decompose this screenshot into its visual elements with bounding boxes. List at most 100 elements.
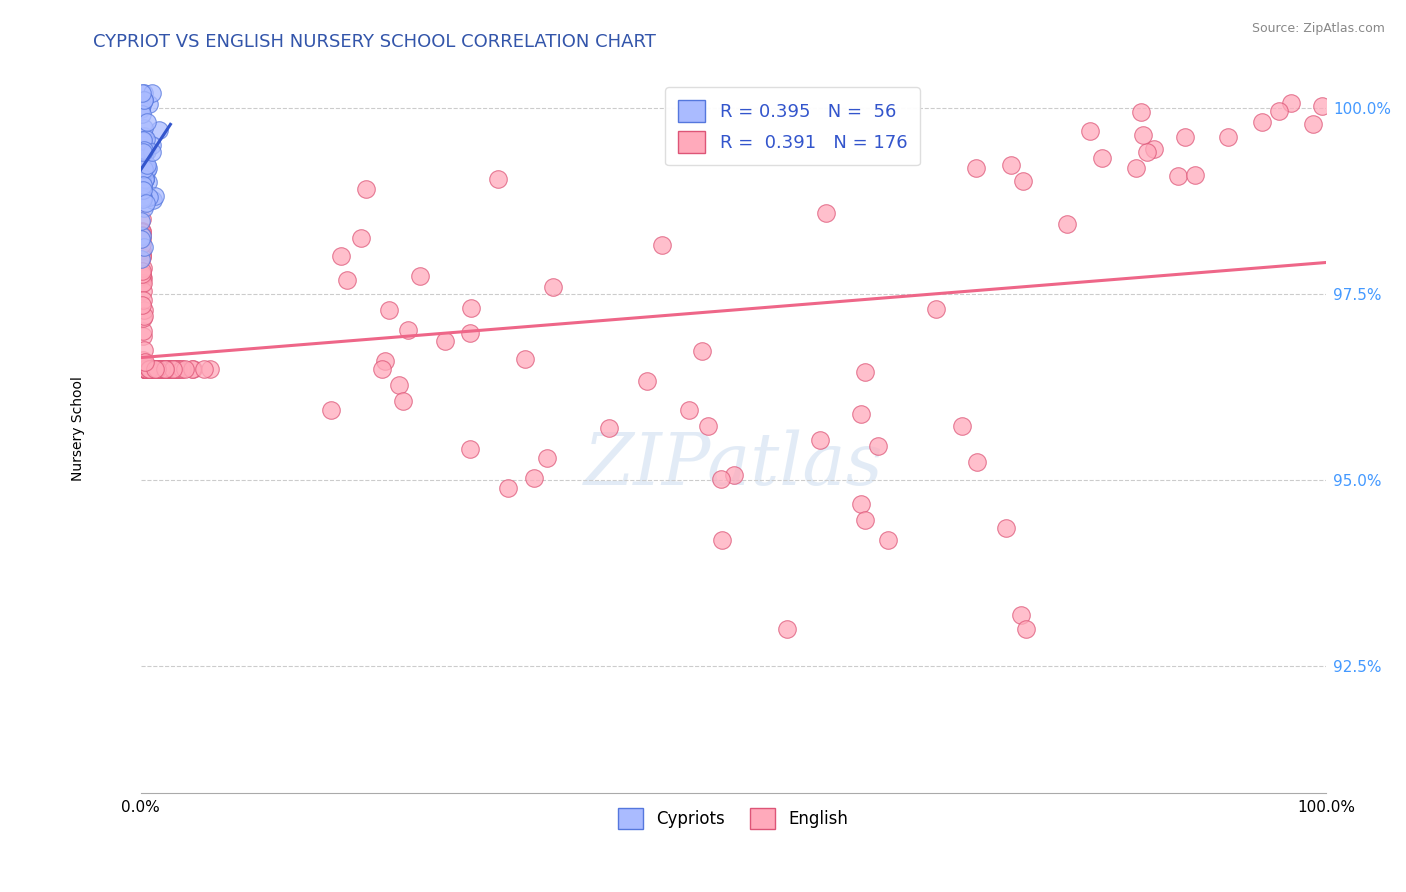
Point bbox=[131, 103, 153, 117]
Point bbox=[134, 361, 156, 376]
Point bbox=[134, 148, 156, 162]
Point bbox=[132, 134, 155, 148]
Point bbox=[374, 353, 396, 368]
Point bbox=[163, 361, 186, 376]
Point bbox=[193, 361, 215, 376]
Point bbox=[498, 481, 520, 495]
Point bbox=[853, 365, 876, 379]
Point bbox=[134, 144, 156, 158]
Point bbox=[814, 206, 837, 220]
Point bbox=[523, 471, 546, 485]
Point bbox=[131, 174, 153, 188]
Point bbox=[636, 375, 658, 389]
Point bbox=[159, 361, 181, 376]
Point bbox=[153, 361, 176, 376]
Point bbox=[134, 93, 156, 107]
Point bbox=[131, 243, 153, 257]
Point bbox=[460, 326, 482, 340]
Point bbox=[132, 94, 155, 108]
Point bbox=[172, 361, 194, 376]
Point bbox=[132, 87, 155, 101]
Point bbox=[1090, 151, 1112, 165]
Point bbox=[433, 334, 456, 348]
Point bbox=[378, 302, 401, 317]
Point bbox=[132, 202, 155, 216]
Point bbox=[966, 455, 988, 469]
Point bbox=[132, 361, 155, 376]
Point bbox=[183, 361, 205, 376]
Point bbox=[136, 361, 159, 376]
Point bbox=[138, 361, 160, 376]
Point bbox=[1010, 607, 1032, 622]
Point bbox=[143, 361, 166, 376]
Point bbox=[371, 361, 394, 376]
Point bbox=[808, 433, 831, 447]
Point bbox=[138, 361, 160, 376]
Point bbox=[135, 158, 157, 172]
Point bbox=[134, 172, 156, 186]
Point bbox=[132, 284, 155, 298]
Point bbox=[131, 277, 153, 291]
Point bbox=[132, 138, 155, 153]
Point bbox=[142, 193, 165, 207]
Point bbox=[131, 224, 153, 238]
Point bbox=[138, 97, 160, 112]
Point bbox=[134, 172, 156, 186]
Point bbox=[149, 361, 172, 376]
Point bbox=[149, 361, 172, 376]
Point bbox=[1218, 129, 1240, 144]
Point bbox=[678, 402, 700, 417]
Point bbox=[1167, 169, 1189, 183]
Point bbox=[354, 181, 377, 195]
Point bbox=[129, 155, 152, 169]
Point bbox=[132, 179, 155, 194]
Point bbox=[131, 249, 153, 263]
Point bbox=[155, 361, 177, 376]
Point bbox=[723, 468, 745, 483]
Point bbox=[1135, 145, 1157, 159]
Point bbox=[150, 361, 173, 376]
Point bbox=[136, 162, 159, 177]
Point bbox=[132, 134, 155, 148]
Point bbox=[135, 361, 157, 376]
Point bbox=[849, 497, 872, 511]
Point bbox=[877, 533, 900, 547]
Point bbox=[132, 240, 155, 254]
Point bbox=[1125, 161, 1147, 175]
Point bbox=[131, 251, 153, 265]
Point bbox=[132, 145, 155, 159]
Point bbox=[1143, 142, 1166, 156]
Point bbox=[138, 361, 160, 376]
Point bbox=[132, 311, 155, 326]
Point bbox=[132, 167, 155, 181]
Point bbox=[134, 361, 156, 376]
Point bbox=[145, 361, 167, 376]
Point bbox=[141, 361, 163, 376]
Point bbox=[143, 361, 166, 376]
Point bbox=[135, 132, 157, 146]
Point bbox=[135, 361, 157, 376]
Point bbox=[690, 343, 713, 358]
Point bbox=[167, 361, 190, 376]
Point bbox=[181, 361, 204, 376]
Point bbox=[1312, 99, 1334, 113]
Point bbox=[598, 421, 620, 435]
Point bbox=[131, 232, 153, 246]
Point bbox=[488, 171, 510, 186]
Point bbox=[145, 361, 167, 376]
Point bbox=[157, 361, 180, 376]
Point bbox=[132, 145, 155, 159]
Point bbox=[536, 450, 558, 465]
Point bbox=[146, 361, 169, 376]
Point bbox=[132, 271, 155, 285]
Point bbox=[1281, 96, 1303, 111]
Point bbox=[329, 249, 352, 263]
Point bbox=[696, 419, 718, 434]
Point bbox=[166, 361, 188, 376]
Point bbox=[1302, 117, 1324, 131]
Point bbox=[135, 141, 157, 155]
Point bbox=[141, 361, 163, 376]
Point bbox=[711, 533, 734, 547]
Point bbox=[131, 268, 153, 283]
Point bbox=[1015, 622, 1038, 636]
